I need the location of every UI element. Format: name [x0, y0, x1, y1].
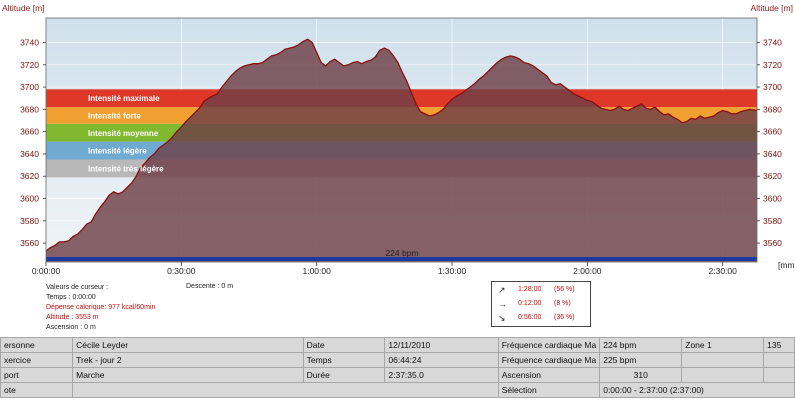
value-exercice: Trek - jour 2 — [72, 352, 304, 368]
y-tick-label-left: 3680 — [20, 104, 39, 114]
value-note[interactable] — [72, 382, 499, 398]
stat-time: 0:12:00 — [518, 300, 542, 307]
arrow-down-right-icon: ↘ — [498, 313, 506, 323]
y-tick-label-right: 3660 — [763, 127, 782, 137]
value-date: 12/11/2010 — [384, 337, 499, 353]
x-tick-label: 2:00:00 — [573, 266, 602, 276]
value-duree: 2:37:35.0 — [384, 367, 499, 383]
y-ticks-left: 3560 3580 3600 3620 3640 3660 3680 3700 3720 3740 — [20, 38, 46, 248]
label-exercice: xercice — [0, 352, 74, 368]
value-sport: Marche — [72, 367, 304, 383]
altitude-chart[interactable]: Intensité maximale Intensité forte Intensi… — [0, 0, 795, 282]
table-row: ersonne Cécile Leyder Date 12/11/2010 Fr… — [0, 337, 795, 353]
slope-stats-box: ↗ 1:28:00 (56 %) → 0:12:00 (8 %) ↘ 0:56:… — [491, 281, 591, 327]
heart-rate-line-label: 224 bpm — [385, 248, 418, 258]
y-tick-label-right: 3720 — [763, 60, 782, 70]
band-label: Intensité légère — [88, 147, 147, 156]
value-ascension: 310 — [599, 367, 683, 383]
x-tick-label: 0:30:00 — [167, 266, 196, 276]
x-ticks: 0:00:00 0:30:00 1:00:00 1:30:00 2:00:00 2:30:… — [32, 262, 737, 276]
value-fc-max: 224 bpm — [599, 337, 683, 353]
band-label: Intensité maximale — [88, 94, 160, 103]
y-tick-label-right: 3620 — [763, 171, 782, 181]
y-ticks-right: 3560 3580 3600 3620 3640 3660 3680 3700 3720 3740 — [757, 38, 782, 248]
table-row: port Marche Durée 2:37:35.0 Ascension 31… — [0, 367, 795, 383]
empty-cell — [681, 367, 765, 383]
label-sport: port — [0, 367, 74, 383]
value-fc-max-2: 225 bpm — [599, 352, 683, 368]
empty-cell — [681, 352, 765, 368]
cursor-values-title: Valeurs de curseur : — [46, 284, 109, 291]
y-tick-label-left: 3600 — [20, 193, 39, 203]
y-tick-label-right: 3700 — [763, 82, 782, 92]
cursor-altitude: Altitude : 3553 m — [46, 314, 99, 321]
cursor-time: Temps : 0:00:00 — [46, 294, 96, 301]
y-tick-label-left: 3560 — [20, 238, 39, 248]
y-tick-label-left: 3620 — [20, 171, 39, 181]
y-tick-label-right: 3580 — [763, 216, 782, 226]
y-tick-label-right: 3680 — [763, 104, 782, 114]
x-tick-label: 1:30:00 — [438, 266, 467, 276]
stat-time: 1:28:00 — [518, 286, 542, 293]
arrow-up-right-icon: ↗ — [498, 285, 506, 295]
cursor-calories: Dépense calorique: 977 kcal/60min — [46, 304, 156, 311]
session-info-table: ersonne Cécile Leyder Date 12/11/2010 Fr… — [0, 337, 795, 398]
label-personne: ersonne — [0, 337, 74, 353]
arrow-right-icon: → — [498, 299, 507, 309]
value-zone: 135 — [763, 337, 795, 353]
stat-row-descent: ↘ 0:56:00 (36 %) — [492, 313, 590, 325]
stat-percent: (56 %) — [554, 286, 575, 293]
label-duree: Durée — [302, 367, 386, 383]
altitude-profile-line — [46, 38, 757, 252]
band-label: Intensité très légère — [88, 164, 164, 173]
empty-cell — [763, 367, 795, 383]
y-tick-label-left: 3720 — [20, 60, 39, 70]
value-temps: 06:44:24 — [384, 352, 499, 368]
stat-row-flat: → 0:12:00 (8 %) — [492, 299, 590, 311]
band-labels: Intensité maximale Intensité forte Intensi… — [88, 94, 164, 173]
label-fc-max: Fréquence cardiaque Ma — [497, 337, 601, 353]
stat-time: 0:56:00 — [518, 314, 542, 321]
y-tick-label-left: 3640 — [20, 149, 39, 159]
table-row: ote Sélection 0:00:00 - 2:37:00 (2:37:00… — [0, 382, 795, 398]
y-axis-label-right: Altitude [m] — [750, 3, 793, 13]
y-tick-label-left: 3580 — [20, 216, 39, 226]
value-selection: 0:00:00 - 2:37:00 (2:37:00) — [599, 382, 795, 398]
label-note: ote — [0, 382, 74, 398]
y-axis-label-left: Altitude [m] — [2, 3, 45, 13]
y-tick-label-right: 3560 — [763, 238, 782, 248]
cursor-ascension: Ascension : 0 m — [46, 324, 96, 331]
cursor-descente: Descente : 0 m — [186, 283, 234, 290]
label-date: Date — [302, 337, 386, 353]
plot-border — [45, 17, 758, 263]
band-label: Intensité moyenne — [88, 129, 159, 138]
label-fc-max-2: Fréquence cardiaque Ma — [497, 352, 601, 368]
x-tick-label: 0:00:00 — [32, 266, 61, 276]
y-tick-label-right: 3740 — [763, 38, 782, 48]
label-selection: Sélection — [497, 382, 601, 398]
table-row: xercice Trek - jour 2 Temps 06:44:24 Fré… — [0, 352, 795, 368]
cursor-values-panel: Valeurs de curseur : Temps : 0:00:00 Dép… — [46, 283, 155, 333]
altitude-area — [46, 39, 757, 262]
x-tick-label: 1:00:00 — [302, 266, 331, 276]
y-tick-label-left: 3700 — [20, 82, 39, 92]
y-tick-label-right: 3600 — [763, 193, 782, 203]
value-personne: Cécile Leyder — [72, 337, 304, 353]
heart-rate-line — [46, 257, 757, 261]
y-tick-label-left: 3740 — [20, 38, 39, 48]
band-label: Intensité forte — [88, 111, 141, 120]
label-temps: Temps — [302, 352, 386, 368]
stat-row-ascent: ↗ 1:28:00 (56 %) — [492, 285, 590, 297]
y-tick-label-right: 3640 — [763, 149, 782, 159]
empty-cell — [763, 352, 795, 368]
x-unit-label: [mm — [778, 260, 795, 270]
stat-percent: (36 %) — [554, 314, 575, 321]
x-tick-label: 2:30:00 — [709, 266, 738, 276]
label-ascension: Ascension — [497, 367, 601, 383]
y-tick-label-left: 3660 — [20, 127, 39, 137]
label-zone: Zone 1 — [681, 337, 765, 353]
stat-percent: (8 %) — [554, 300, 571, 307]
